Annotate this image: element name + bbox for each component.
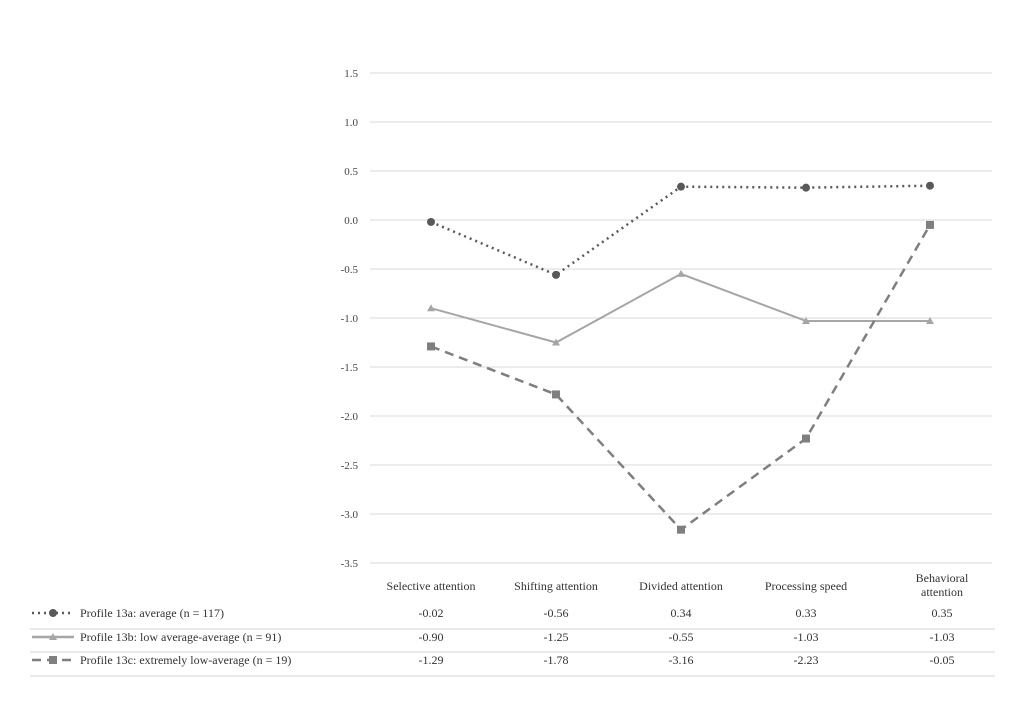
table-cell: -1.78 xyxy=(544,653,569,667)
data-point xyxy=(677,525,685,534)
data-point xyxy=(926,316,934,324)
series-line-1 xyxy=(430,184,931,277)
data-point xyxy=(427,217,435,226)
table-cell: -1.03 xyxy=(794,630,819,644)
table-cell: -3.16 xyxy=(669,653,694,667)
y-tick-label: 1.0 xyxy=(344,117,358,129)
data-point xyxy=(802,316,810,324)
data-point xyxy=(677,182,685,191)
y-tick-label: 0.0 xyxy=(344,215,358,227)
series-line-2 xyxy=(430,272,930,344)
data-point xyxy=(552,338,560,346)
data-point xyxy=(926,181,934,190)
data-point xyxy=(802,183,810,192)
x-tick-label: Selective attention xyxy=(387,579,476,593)
table-cell: -0.90 xyxy=(419,630,444,644)
y-tick-label: -0.5 xyxy=(341,264,359,276)
table-cell: -1.29 xyxy=(419,653,444,667)
series-line-3 xyxy=(430,224,932,532)
legend-label: Profile 13c: extremely low-average (n = … xyxy=(80,653,291,667)
table-cell: 0.34 xyxy=(671,606,692,620)
data-point xyxy=(677,269,685,277)
y-tick-label: -3.0 xyxy=(341,509,359,521)
x-tick-label: Behavioral attention xyxy=(916,571,969,599)
data-point xyxy=(427,304,435,312)
y-tick-label: -2.5 xyxy=(341,460,359,472)
data-point xyxy=(552,270,560,279)
legend-marker xyxy=(49,633,57,640)
table-cell: -0.56 xyxy=(544,606,569,620)
data-point xyxy=(802,434,810,443)
table-cell: -1.03 xyxy=(930,630,955,644)
legend-marker xyxy=(49,656,57,664)
x-tick-label: Shifting attention xyxy=(514,579,598,593)
y-tick-label: 1.5 xyxy=(344,68,358,80)
table-cell: -0.05 xyxy=(930,653,955,667)
data-point xyxy=(427,342,435,351)
table-cell: 0.35 xyxy=(932,606,953,620)
table-cell: -0.55 xyxy=(669,630,694,644)
x-tick-label: Processing speed xyxy=(765,579,847,593)
legend-label: Profile 13a: average (n = 117) xyxy=(80,606,224,620)
legend-marker xyxy=(49,609,57,617)
data-point xyxy=(926,220,934,229)
y-tick-label: -1.5 xyxy=(341,362,359,374)
y-tick-label: -2.0 xyxy=(341,411,359,423)
y-tick-label: 0.5 xyxy=(344,166,358,178)
table-cell: -0.02 xyxy=(419,606,444,620)
x-tick-label: Divided attention xyxy=(639,579,723,593)
y-tick-label: -1.0 xyxy=(341,313,359,325)
table-cell: 0.33 xyxy=(796,606,817,620)
legend-label: Profile 13b: low average-average (n = 91… xyxy=(80,630,281,644)
table-cell: -2.23 xyxy=(794,653,819,667)
table-cell: -1.25 xyxy=(544,630,569,644)
y-tick-label: -3.5 xyxy=(341,558,359,570)
data-point xyxy=(552,390,560,399)
